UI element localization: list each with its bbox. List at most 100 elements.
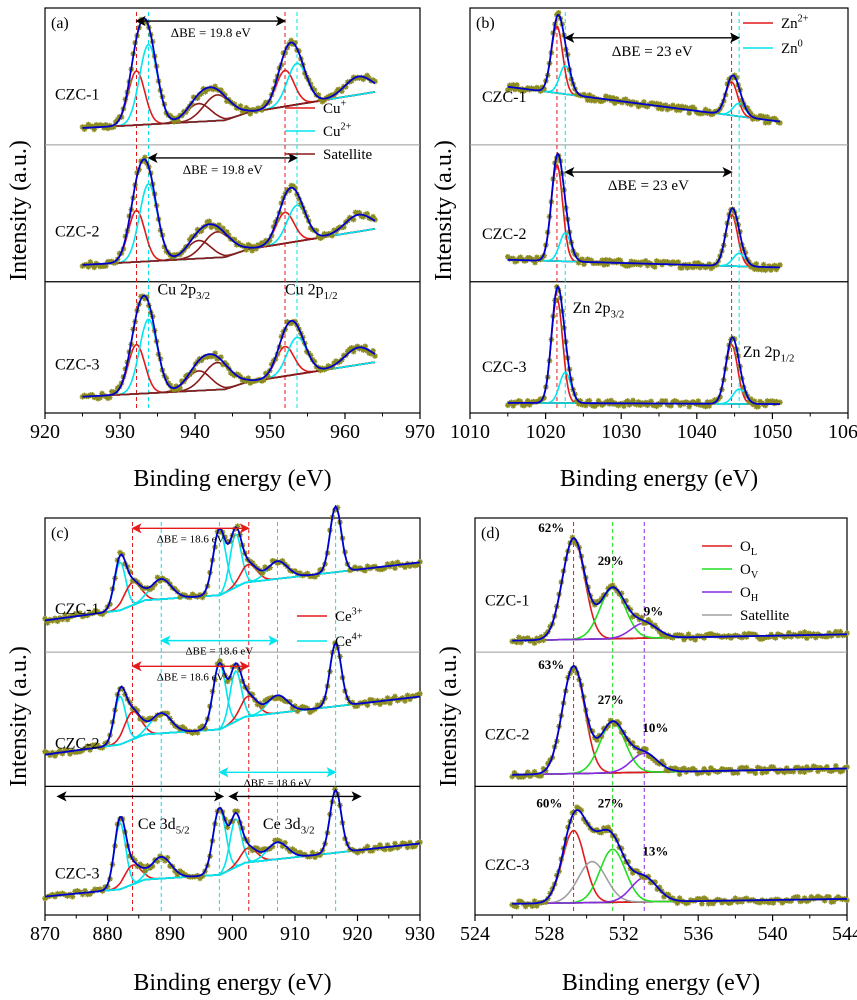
x-tick-label: 970 [405, 421, 435, 443]
data-point [217, 806, 223, 813]
data-point [282, 839, 288, 846]
data-point [186, 236, 193, 243]
data-point [679, 766, 685, 773]
data-point [77, 889, 83, 895]
data-point [102, 740, 108, 747]
data-point [629, 614, 636, 620]
data-point [364, 843, 371, 850]
data-point [815, 893, 821, 900]
data-point [362, 211, 369, 218]
percent-label: 27% [598, 795, 624, 810]
data-point [112, 259, 119, 266]
data-point [674, 900, 681, 906]
data-point [599, 257, 605, 264]
sample-label: CZC-3 [485, 857, 529, 874]
data-point [259, 570, 266, 577]
data-point [175, 117, 181, 124]
x-tick-label: 528 [534, 923, 564, 945]
data-point [414, 562, 421, 568]
data-point [87, 891, 93, 897]
data-point [317, 367, 324, 374]
x-tick-label: 540 [758, 923, 788, 945]
data-point [757, 765, 763, 772]
legend-label: OH [740, 585, 759, 604]
data-point [808, 633, 815, 639]
data-point [751, 266, 758, 273]
delta-be-label: ΔBE = 19.8 eV [183, 162, 264, 177]
region-label: Zn 2p1/2 [743, 344, 795, 364]
data-point [580, 816, 587, 822]
data-point [748, 396, 754, 402]
legend: Cu+ Cu2+ Satellite [285, 99, 372, 163]
data-point [292, 703, 298, 709]
data-point [362, 343, 369, 350]
data-point [302, 70, 308, 77]
data-point [364, 210, 370, 217]
data-point [653, 403, 660, 410]
data-point [547, 623, 553, 630]
data-point [262, 697, 268, 704]
data-point [753, 261, 760, 267]
data-point [287, 848, 293, 855]
data-point [292, 39, 298, 46]
data-point [706, 108, 712, 114]
data-point [263, 370, 269, 377]
trace-czc-1: CZC-1 [55, 16, 378, 133]
data-point [359, 848, 366, 854]
legend-label: Cu2+ [323, 122, 352, 140]
data-point [510, 82, 517, 88]
data-point [581, 261, 587, 268]
data-point [197, 725, 203, 731]
data-point [655, 105, 662, 112]
x-tick-label: 930 [105, 421, 135, 443]
data-point [179, 869, 186, 876]
data-point [104, 883, 111, 890]
data-point [216, 222, 222, 228]
data-point [650, 756, 656, 762]
data-point [688, 263, 694, 270]
data-point [505, 87, 511, 93]
data-point [676, 771, 683, 778]
data-point [417, 559, 423, 565]
data-point [354, 343, 361, 350]
data-point [389, 560, 396, 567]
data-point [664, 106, 671, 113]
data-point [661, 894, 667, 900]
data-point [656, 761, 663, 767]
data-point [510, 255, 517, 262]
x-tick-label: 920 [30, 421, 60, 443]
data-point [105, 125, 111, 132]
data-markers [42, 786, 423, 902]
data-point [412, 562, 418, 569]
data-point [309, 573, 316, 579]
data-point [654, 759, 661, 766]
data-point [288, 37, 294, 44]
data-point [254, 845, 261, 852]
data-point [772, 635, 779, 641]
data-point [673, 107, 680, 113]
data-point [766, 263, 772, 269]
data-point [412, 843, 418, 850]
data-point [586, 397, 593, 404]
data-point [134, 863, 141, 870]
envelope-curve [82, 294, 376, 398]
data-point [279, 558, 286, 564]
data-point [506, 82, 513, 89]
data-point [746, 399, 752, 405]
data-point [199, 723, 206, 729]
data-point [770, 633, 777, 640]
data-point [407, 696, 413, 703]
data-point [329, 232, 335, 239]
data-point [588, 97, 595, 104]
sample-label: CZC-2 [485, 726, 529, 743]
data-point [605, 723, 611, 729]
data-point [177, 385, 183, 391]
data-point [149, 584, 156, 591]
data-point [656, 884, 663, 891]
data-point [224, 824, 231, 831]
data-point [591, 602, 598, 608]
data-point [149, 863, 156, 870]
data-point [542, 899, 549, 905]
data-point [512, 86, 518, 93]
data-point [79, 891, 86, 898]
